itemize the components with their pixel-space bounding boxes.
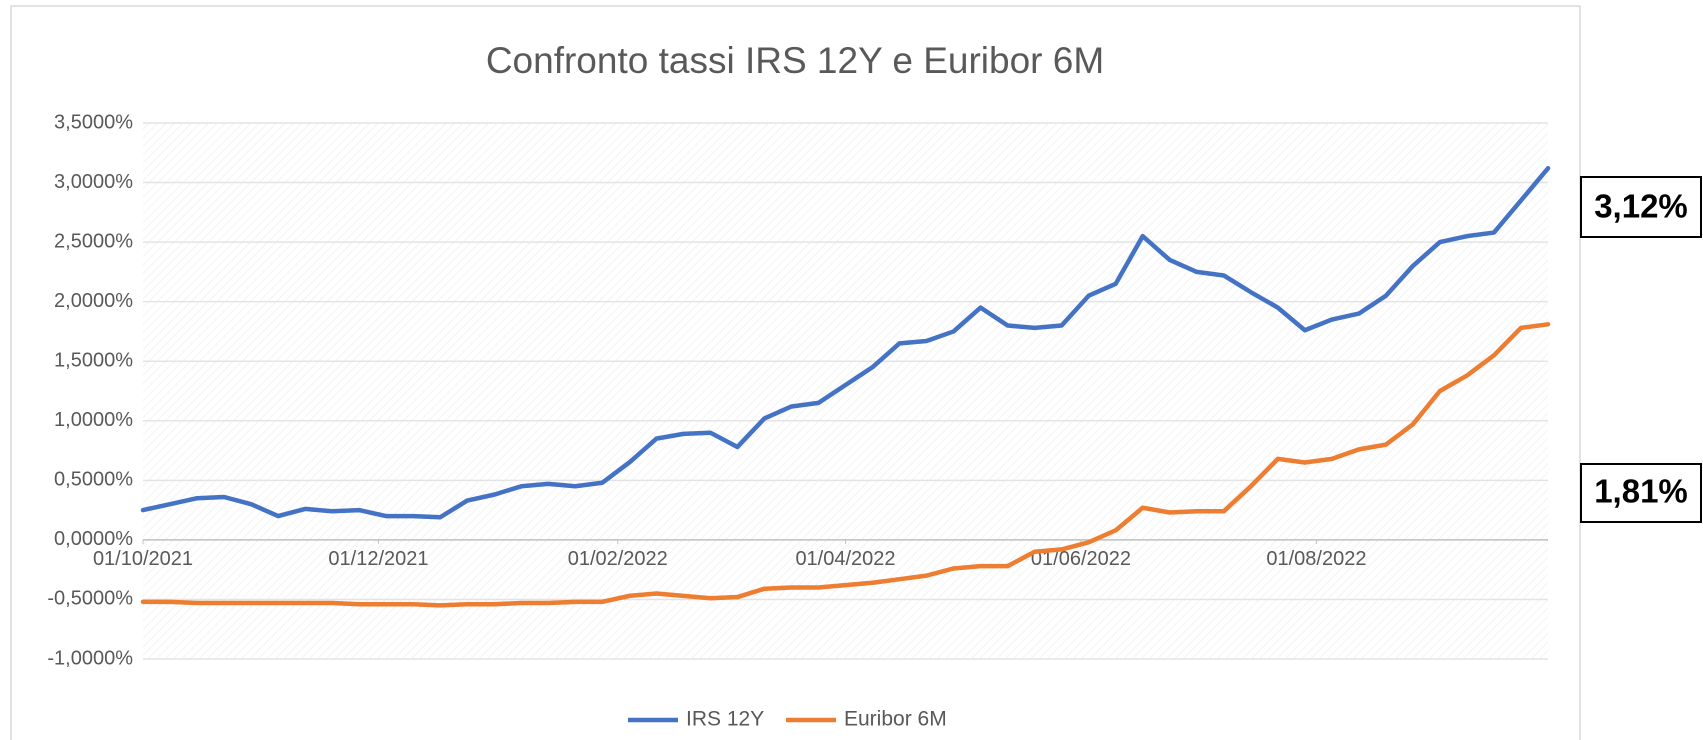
series-line <box>140 166 1551 520</box>
y-tick-label: 0,5000% <box>54 469 133 491</box>
series-line <box>140 322 1551 608</box>
x-tick-label: 01/12/2021 <box>328 548 428 570</box>
y-tick-label: 2,5000% <box>54 230 133 252</box>
annotation: 1,81% <box>1594 473 1688 510</box>
y-tick-label: 3,5000% <box>54 111 133 133</box>
x-tick-label: 01/04/2022 <box>795 548 895 570</box>
annotation-box <box>1580 176 1702 238</box>
y-tick-label: 2,0000% <box>54 290 133 312</box>
y-tick-label: -0,5000% <box>47 588 133 610</box>
chart-title: Confronto tassi IRS 12Y e Euribor 6M <box>486 40 1104 81</box>
x-tick-label: 01/10/2021 <box>93 548 193 570</box>
annotation: 3,12% <box>1594 188 1688 225</box>
legend-label: Euribor 6M <box>844 708 947 731</box>
y-tick-label: 3,0000% <box>54 171 133 193</box>
legend-label: IRS 12Y <box>686 708 764 731</box>
y-tick-label: 1,0000% <box>54 409 133 431</box>
annotation-box <box>1580 463 1702 523</box>
x-tick-label: 01/02/2022 <box>568 548 668 570</box>
y-tick-label: 0,0000% <box>54 528 133 550</box>
y-tick-label: -1,0000% <box>47 647 133 669</box>
x-tick-label: 01/06/2022 <box>1031 548 1131 570</box>
plot-area <box>143 123 1548 659</box>
y-tick-label: 1,5000% <box>54 350 133 372</box>
x-tick-label: 01/08/2022 <box>1266 548 1366 570</box>
